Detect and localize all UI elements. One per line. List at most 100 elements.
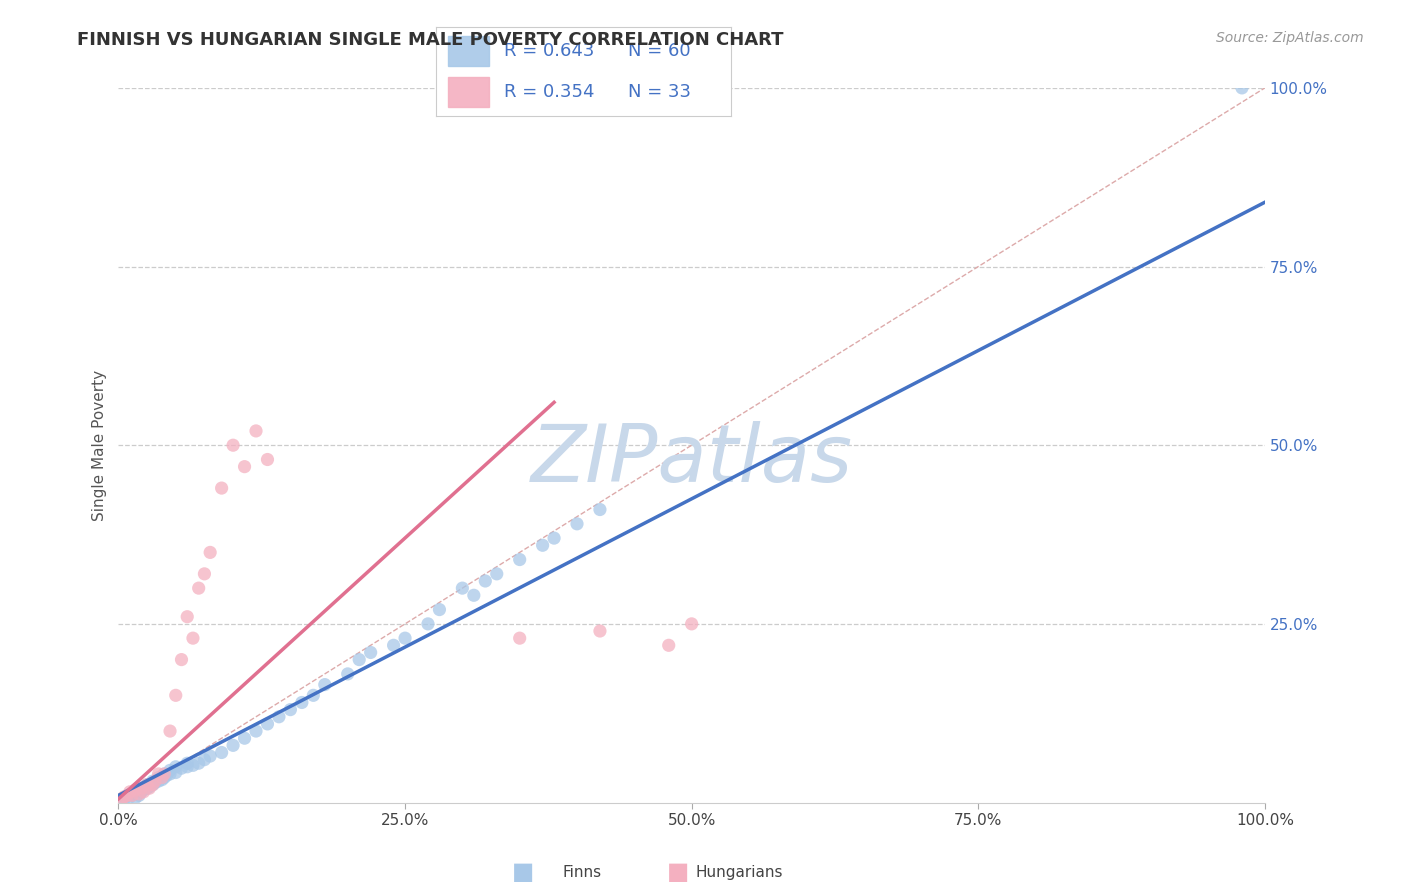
Point	[474, 574, 496, 588]
Point	[429, 602, 451, 616]
Point	[336, 666, 359, 681]
Point	[211, 481, 233, 495]
Point	[121, 787, 143, 801]
Point	[394, 631, 416, 645]
Text: ■: ■	[666, 861, 689, 884]
Point	[118, 789, 141, 804]
Point	[148, 767, 170, 781]
Point	[1230, 81, 1253, 95]
Point	[347, 652, 370, 666]
Point	[112, 792, 135, 806]
Point	[360, 645, 382, 659]
Point	[176, 760, 198, 774]
Point	[138, 781, 160, 796]
Point	[589, 502, 612, 516]
Point	[148, 771, 170, 785]
Point	[170, 652, 193, 666]
Point	[509, 631, 531, 645]
Point	[142, 774, 165, 789]
Point	[181, 631, 204, 645]
Text: ■: ■	[512, 861, 534, 884]
Point	[131, 781, 153, 796]
Point	[128, 789, 150, 803]
Point	[117, 789, 139, 803]
Point	[112, 789, 135, 804]
Point	[136, 781, 159, 796]
Point	[124, 790, 146, 805]
Point	[138, 780, 160, 794]
Point	[211, 746, 233, 760]
Point	[136, 778, 159, 792]
Point	[136, 778, 159, 792]
Point	[565, 516, 588, 531]
Point	[176, 609, 198, 624]
Text: Source: ZipAtlas.com: Source: ZipAtlas.com	[1216, 31, 1364, 45]
Bar	[447, 36, 489, 66]
Point	[589, 624, 612, 638]
Point	[382, 638, 405, 652]
Point	[132, 785, 155, 799]
Point	[463, 588, 485, 602]
Point	[531, 538, 554, 552]
Point	[121, 789, 143, 803]
Point	[291, 696, 314, 710]
Point	[509, 552, 531, 566]
Text: Finns: Finns	[562, 865, 602, 880]
Point	[416, 616, 439, 631]
Point	[165, 765, 187, 780]
Point	[485, 566, 508, 581]
Y-axis label: Single Male Poverty: Single Male Poverty	[93, 369, 107, 521]
Point	[132, 782, 155, 797]
Point	[187, 581, 209, 595]
Point	[256, 717, 278, 731]
Point	[198, 545, 221, 559]
Point	[131, 781, 153, 796]
Point	[267, 710, 290, 724]
Point	[128, 787, 150, 801]
Text: FINNISH VS HUNGARIAN SINGLE MALE POVERTY CORRELATION CHART: FINNISH VS HUNGARIAN SINGLE MALE POVERTY…	[77, 31, 783, 49]
Point	[131, 785, 153, 799]
Point	[302, 689, 325, 703]
Point	[451, 581, 474, 595]
Text: ZIPatlas: ZIPatlas	[530, 420, 852, 499]
Point	[159, 767, 181, 781]
Text: R = 0.643: R = 0.643	[503, 42, 595, 60]
Point	[314, 678, 336, 692]
Point	[256, 452, 278, 467]
Point	[153, 767, 176, 781]
Point	[193, 753, 215, 767]
Point	[681, 616, 703, 631]
Point	[165, 760, 187, 774]
Point	[245, 424, 267, 438]
Point	[143, 775, 166, 789]
Point	[150, 771, 173, 785]
Point	[233, 459, 256, 474]
Text: N = 33: N = 33	[627, 83, 690, 101]
Point	[245, 724, 267, 739]
Point	[165, 689, 187, 703]
Point	[222, 739, 245, 753]
Point	[159, 764, 181, 778]
Point	[658, 638, 681, 652]
Point	[118, 785, 141, 799]
Point	[222, 438, 245, 452]
Point	[153, 771, 176, 785]
Point	[148, 774, 170, 789]
Point	[170, 761, 193, 775]
Point	[187, 756, 209, 771]
Point	[280, 703, 302, 717]
Text: Hungarians: Hungarians	[696, 865, 783, 880]
Point	[155, 768, 177, 782]
Bar	[447, 77, 489, 107]
Point	[124, 782, 146, 797]
Point	[124, 785, 146, 799]
Text: R = 0.354: R = 0.354	[503, 83, 595, 101]
Point	[142, 778, 165, 792]
Text: N = 60: N = 60	[627, 42, 690, 60]
Point	[153, 767, 176, 781]
Point	[543, 531, 565, 545]
Point	[111, 792, 134, 806]
Point	[193, 566, 215, 581]
Point	[150, 772, 173, 787]
Point	[117, 789, 139, 803]
